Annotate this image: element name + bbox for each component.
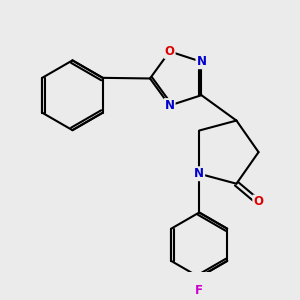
Text: N: N [194,167,204,180]
Text: O: O [253,196,263,208]
Text: F: F [195,284,203,296]
Text: O: O [165,45,175,58]
Text: N: N [196,55,206,68]
Text: N: N [165,99,175,112]
